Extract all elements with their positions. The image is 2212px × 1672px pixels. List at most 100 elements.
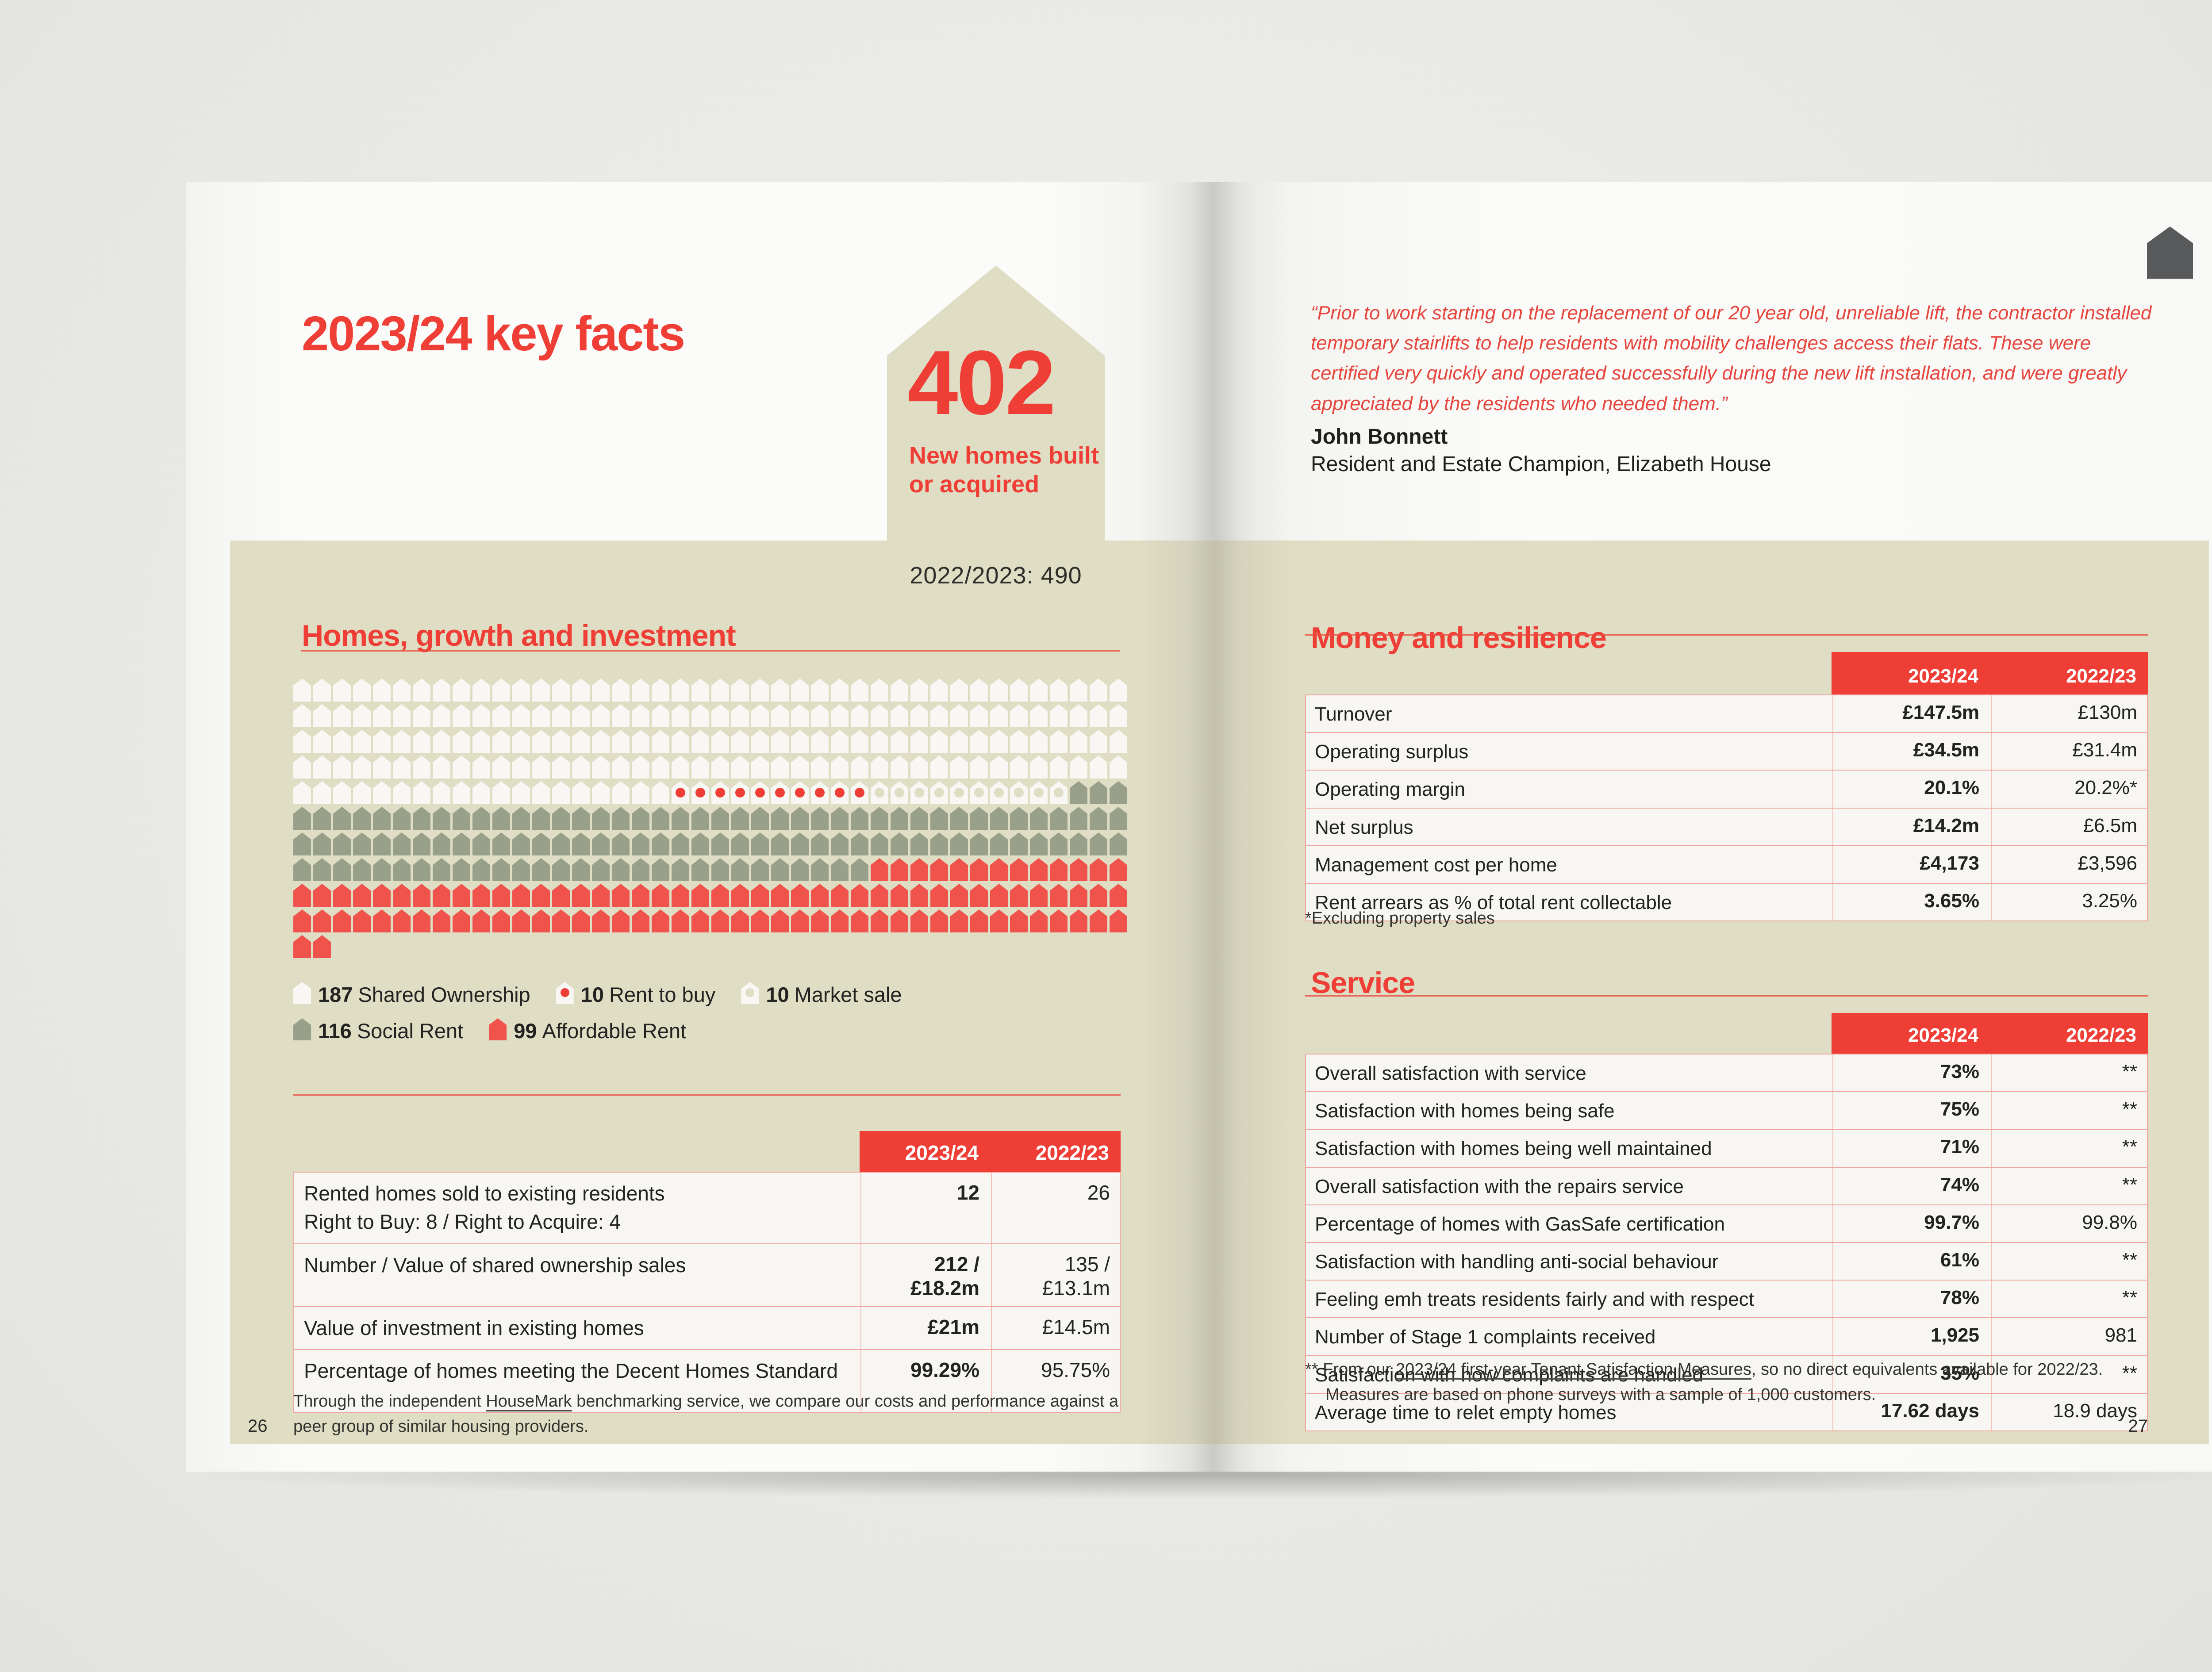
affordable-rent-house-icon <box>1030 858 1048 881</box>
shared-ownership-house-icon <box>293 679 311 702</box>
affordable-rent-house-icon <box>652 909 669 932</box>
rent-to-buy-dot <box>775 788 785 798</box>
shared-ownership-house-icon <box>652 679 669 702</box>
section-heading-money: Money and resilience <box>1311 621 1607 655</box>
social-rent-house-icon <box>711 807 729 830</box>
affordable-rent-house-icon <box>831 909 849 932</box>
value-current: 99.29% <box>860 1350 991 1412</box>
homes-pictogram <box>293 679 1130 961</box>
social-rent-house-icon <box>851 807 868 830</box>
value-current: 17.62 days <box>1832 1393 1991 1430</box>
shared-ownership-house-icon <box>1030 755 1048 778</box>
rent-to-buy-dot <box>735 788 745 798</box>
social-rent-house-icon <box>751 832 769 855</box>
social-rent-house-icon <box>811 832 829 855</box>
shared-ownership-house-icon <box>672 704 689 727</box>
shared-ownership-house-icon <box>652 704 669 727</box>
affordable-rent-house-icon <box>1090 909 1107 932</box>
row-label: Satisfaction with homes being safe <box>1315 1100 1615 1122</box>
affordable-rent-house-icon <box>592 909 610 932</box>
table-row: Overall satisfaction with service 73% ** <box>1306 1055 2147 1092</box>
social-rent-house-icon <box>413 832 430 855</box>
shared-ownership-house-icon <box>552 755 570 778</box>
social-rent-house-icon <box>672 858 689 881</box>
shared-ownership-house-icon <box>970 704 988 727</box>
social-rent-house-icon <box>851 858 868 881</box>
affordable-rent-house-icon <box>891 858 908 881</box>
social-rent-house-icon <box>1070 832 1087 855</box>
rent-to-buy-house-icon <box>831 781 849 804</box>
shared-ownership-house-icon <box>492 781 510 804</box>
shared-ownership-house-icon <box>552 730 570 753</box>
value-current: 1,925 <box>1832 1318 1991 1355</box>
affordable-rent-house-icon <box>1090 884 1107 907</box>
shared-ownership-house-icon <box>1090 679 1107 702</box>
shared-ownership-house-icon <box>652 730 669 753</box>
affordable-rent-house-icon <box>791 909 809 932</box>
shared-ownership-house-icon <box>871 704 888 727</box>
value-current: £34.5m <box>1832 733 1991 770</box>
social-rent-house-icon <box>592 858 610 881</box>
shared-ownership-house-icon <box>751 755 769 778</box>
rent-to-buy-dot <box>676 788 685 798</box>
social-rent-house-icon <box>433 807 450 830</box>
shared-ownership-house-icon <box>632 679 649 702</box>
market-sale-house-icon <box>1030 781 1048 804</box>
service-table: 2023/24 2022/23 Overall satisfaction with … <box>1305 1013 2148 1431</box>
social-rent-house-icon <box>373 832 391 855</box>
affordable-rent-house-icon <box>1070 909 1087 932</box>
row-label: Value of investment in existing homes <box>304 1316 644 1339</box>
row-label: Number / Value of shared ownership sales <box>304 1253 686 1277</box>
shared-ownership-house-icon <box>771 679 789 702</box>
market-sale-dot <box>954 788 964 798</box>
table-row: Value of investment in existing homes £21… <box>294 1306 1120 1350</box>
affordable-rent-house-icon <box>532 909 550 932</box>
affordable-rent-house-icon <box>512 884 530 907</box>
social-rent-house-icon <box>612 832 630 855</box>
social-rent-house-icon <box>592 832 610 855</box>
row-label: Operating margin <box>1315 778 1465 801</box>
shared-ownership-house-icon <box>1030 679 1048 702</box>
social-rent-house-icon <box>552 832 570 855</box>
social-rent-house-icon <box>572 832 590 855</box>
social-rent-house-icon <box>393 807 411 830</box>
shared-ownership-house-icon <box>1010 679 1028 702</box>
shared-ownership-house-icon <box>353 704 371 727</box>
rent-to-buy-dot <box>815 788 825 798</box>
shared-ownership-house-icon <box>433 730 450 753</box>
affordable-rent-house-icon <box>751 884 769 907</box>
social-rent-house-icon <box>373 858 391 881</box>
social-rent-house-icon <box>1070 781 1087 804</box>
affordable-rent-house-icon <box>293 884 311 907</box>
affordable-rent-house-icon <box>811 909 829 932</box>
shared-ownership-house-icon <box>413 730 430 753</box>
shared-ownership-house-icon <box>293 704 311 727</box>
social-rent-house-icon <box>572 858 590 881</box>
shared-ownership-house-icon <box>592 755 610 778</box>
shared-ownership-house-icon <box>791 730 809 753</box>
affordable-rent-house-icon <box>831 884 849 907</box>
shared-ownership-house-icon <box>691 730 709 753</box>
affordable-rent-house-icon <box>950 884 968 907</box>
affordable-rent-house-icon <box>1110 884 1127 907</box>
shared-ownership-house-icon <box>413 781 430 804</box>
shared-ownership-house-icon <box>891 755 908 778</box>
legend-label: Shared Ownership <box>358 982 530 1006</box>
shared-ownership-house-icon <box>871 679 888 702</box>
row-label: Average time to relet empty homes <box>1315 1401 1617 1423</box>
page-number-right: 27 <box>2128 1416 2148 1436</box>
shared-ownership-house-icon <box>572 704 590 727</box>
social-rent-house-icon <box>393 858 411 881</box>
affordable-rent-house-icon <box>453 884 470 907</box>
social-rent-house-icon <box>472 807 490 830</box>
rent-to-buy-dot <box>855 788 864 798</box>
market-sale-house-icon <box>990 781 1008 804</box>
social-rent-house-icon <box>731 807 749 830</box>
affordable-rent-house-icon <box>1070 858 1087 881</box>
legend-affordable-rent-house-icon <box>489 1018 507 1040</box>
shared-ownership-house-icon <box>990 704 1008 727</box>
shared-ownership-house-icon <box>393 781 411 804</box>
shared-ownership-house-icon <box>293 781 311 804</box>
shared-ownership-house-icon <box>353 679 371 702</box>
social-rent-house-icon <box>791 832 809 855</box>
